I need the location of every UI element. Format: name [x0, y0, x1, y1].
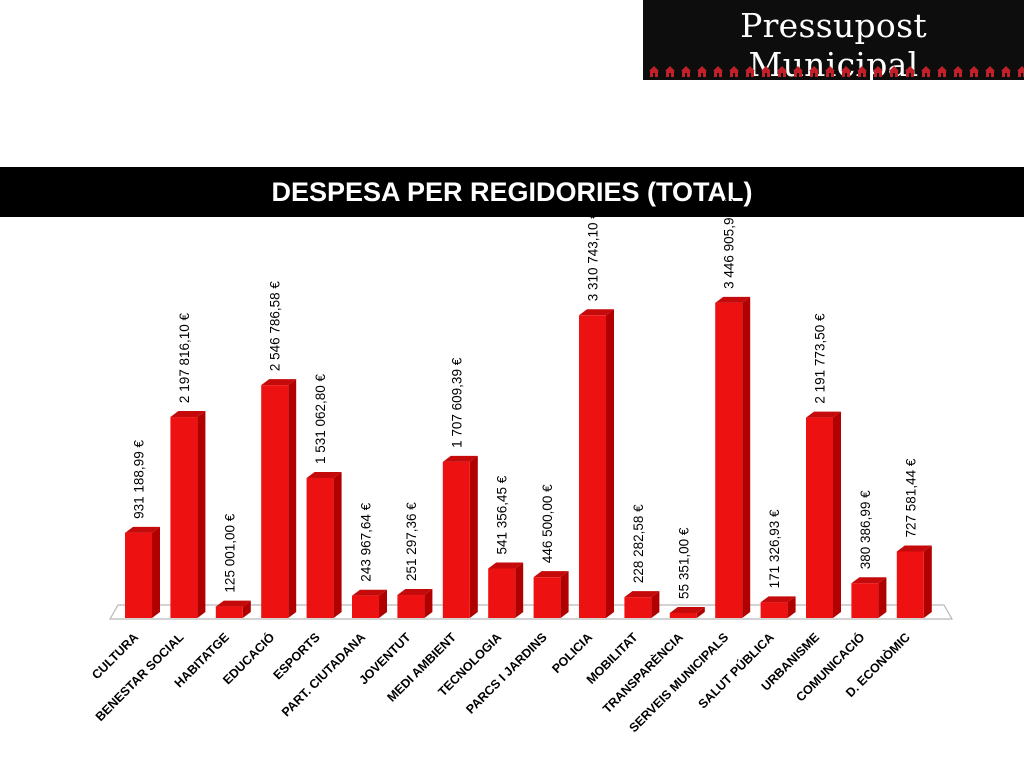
house-icon: [665, 66, 675, 77]
bar: [624, 591, 660, 618]
house-icon: [889, 66, 899, 77]
house-icon: [825, 66, 835, 77]
data-label: 541 356,45 €: [495, 475, 510, 554]
bar: [579, 309, 614, 618]
data-label: 55 351,00 €: [676, 527, 691, 599]
house-icon: [937, 66, 947, 77]
house-icon: [761, 66, 771, 77]
house-icon: [793, 66, 803, 77]
bar: [760, 596, 796, 618]
bar: [851, 577, 887, 618]
logo-banner: Pressupost Municipal: [643, 0, 1024, 84]
bar: [170, 411, 206, 618]
data-label: 446 500,00 €: [540, 484, 555, 563]
house-icon: [857, 66, 867, 77]
title-bar: DESPESA PER REGIDORIES (TOTAL): [0, 167, 1024, 217]
bar: [442, 455, 478, 618]
house-icon: [649, 66, 659, 77]
bar: [896, 545, 932, 618]
house-icon: [985, 66, 995, 77]
house-icon: [681, 66, 691, 77]
data-label: 2 546 786,58 €: [268, 281, 283, 372]
data-label: 727 581,44 €: [903, 458, 918, 537]
house-icon: [969, 66, 979, 77]
data-label: 171 326,93 €: [767, 509, 782, 588]
bar: [306, 472, 342, 618]
bar: [669, 606, 705, 618]
data-label: 380 386,99 €: [858, 490, 873, 569]
bar: [352, 589, 387, 618]
category-label: TRANSPARÈNCIA: [599, 630, 686, 717]
category-label: PART. CIUTADANA: [279, 630, 368, 719]
chart-title: DESPESA PER REGIDORIES (TOTAL): [271, 177, 753, 207]
category-label: POLICIA: [549, 630, 595, 676]
house-icon: [777, 66, 787, 77]
bar: [215, 600, 251, 618]
data-label: 125 001,00 €: [222, 513, 237, 592]
bar: [261, 379, 297, 618]
house-icon: [1017, 66, 1024, 77]
house-icon: [921, 66, 931, 77]
data-label: 931 188,99 €: [132, 440, 147, 519]
bar: [533, 571, 569, 618]
category-label: PARCS I JARDINS: [463, 630, 549, 716]
chart-floor: [108, 604, 954, 620]
house-icon: [905, 66, 915, 77]
house-icon: [713, 66, 723, 77]
bar: [806, 411, 841, 618]
bar: [715, 296, 751, 618]
data-label: 243 967,64 €: [359, 502, 374, 581]
house-icon: [809, 66, 819, 77]
data-label: 1 531 062,80 €: [313, 373, 328, 464]
bar: [125, 526, 160, 618]
data-label: 228 282,58 €: [631, 504, 646, 583]
data-label: 3 310 743,10 €: [586, 211, 601, 302]
house-icon: [745, 66, 755, 77]
category-label: BENESTAR SOCIAL: [93, 630, 187, 724]
house-icon: [729, 66, 739, 77]
house-icon: [1001, 66, 1011, 77]
data-label: 2 191 773,50 €: [813, 313, 828, 404]
bar: [488, 562, 524, 618]
logo-title: Pressupost Municipal: [740, 6, 927, 84]
data-label: 1 707 609,39 €: [449, 357, 464, 448]
house-icon: [841, 66, 851, 77]
category-label: SALUT PÚBLICA: [695, 630, 777, 712]
data-label: 2 197 816,10 €: [177, 312, 192, 403]
houses-pattern-icon: [649, 66, 1024, 77]
house-icon: [873, 66, 883, 77]
data-label: 251 297,36 €: [404, 502, 419, 581]
data-label: 3 446 905,91 €: [722, 198, 737, 289]
bar: [397, 589, 433, 618]
house-icon: [953, 66, 963, 77]
house-icon: [697, 66, 707, 77]
